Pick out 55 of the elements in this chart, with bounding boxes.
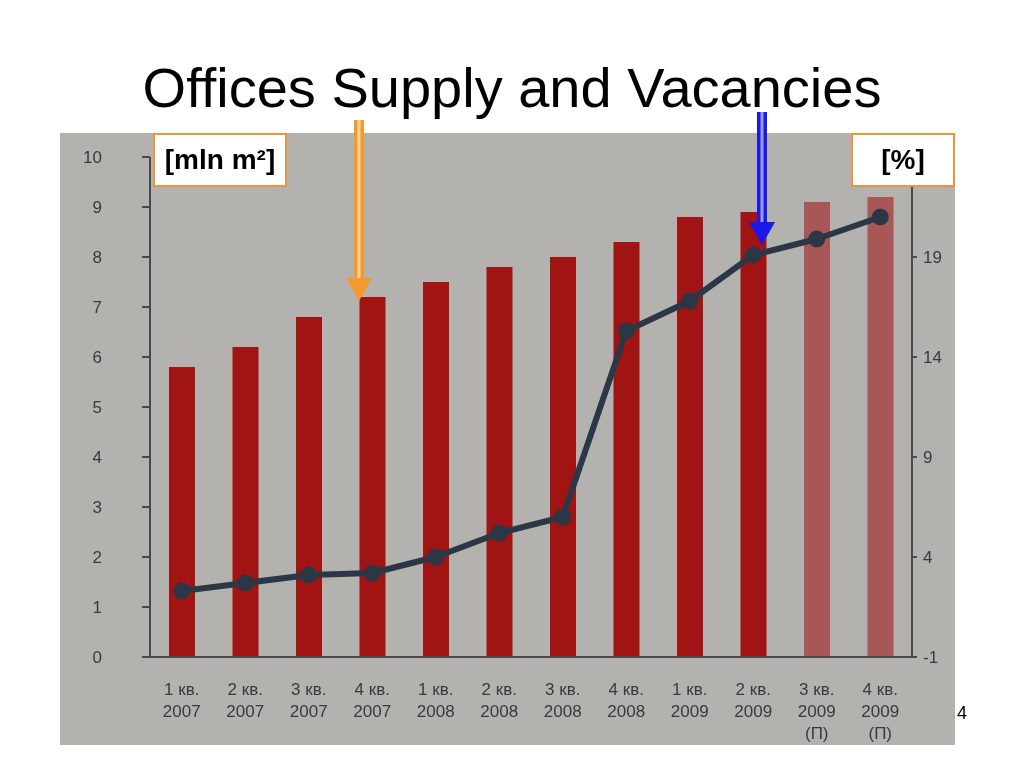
bar [804,202,830,657]
x-tick-label: 1 кв. 2007 [162,680,201,721]
y-tick-label: 8 [92,248,102,268]
x-tick-label: 3 кв. 2008 [543,680,582,721]
y-tick-label: 6 [92,348,102,368]
text: 4 [957,703,968,724]
x-tick-label: 4 кв. 2007 [353,680,392,721]
x-tick-label: 2 кв. 2007 [226,680,265,721]
bar [359,297,386,657]
x-tick-label: 2 кв. 2008 [480,680,519,721]
x-tick-label: 1 кв. 2009 [670,680,709,721]
y-axis-title: [mln m²] [153,133,287,187]
bar [486,267,513,657]
y-tick-label: 10 [83,148,102,168]
point [617,322,635,340]
y2-tick-label: -1 [923,648,939,668]
y-tick-label: 3 [92,498,102,518]
y2-tick-label: 19 [923,248,942,268]
point [173,582,191,600]
bar [296,317,322,657]
x-tick-label: 3 кв. 2007 [289,680,328,721]
y-tick-label: 5 [92,398,102,418]
y-tick-label: 4 [92,448,102,468]
y2-tick-label: 9 [923,448,933,468]
x-tick-label: 4 кв. 2008 [607,680,646,721]
x-tick-label: 4 кв. 2009 (П) [861,680,900,743]
bar [423,282,449,657]
point [744,246,762,264]
y-tick-label: 0 [92,648,102,668]
point [681,292,699,310]
point [808,230,826,248]
bar [232,347,259,657]
y-tick-label: 9 [92,198,102,218]
bar [550,257,576,657]
x-tick-label: 2 кв. 2009 [734,680,773,721]
x-tick-label: 1 кв. 2008 [416,680,455,721]
y-tick-label: 1 [92,598,102,618]
point [554,508,572,526]
point [871,208,889,226]
y2-tick-label: 4 [923,548,933,568]
y2-axis-title: [%] [851,133,955,187]
x-tick-label: 3 кв. 2009 (П) [797,680,836,743]
bar [169,367,195,657]
point [427,548,445,566]
point [490,524,508,542]
chart-title: Offices Supply and Vacancies [141,56,883,119]
y-tick-label: 7 [92,298,102,318]
y2-tick-label: 14 [923,348,942,368]
point [300,566,318,584]
bar [613,242,640,657]
bar [867,197,894,657]
point [363,564,381,582]
y-tick-label: 2 [92,548,102,568]
point [236,574,254,592]
bar [677,217,703,657]
